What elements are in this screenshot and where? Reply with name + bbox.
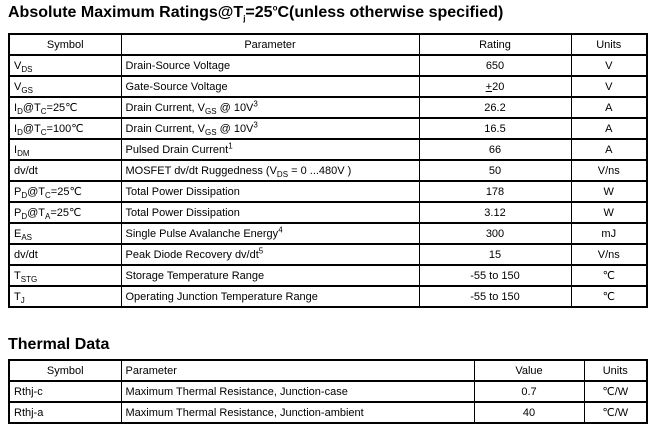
abs-max-parameter-cell: Operating Junction Temperature Range [120, 285, 420, 308]
thermal-row: Rthj-c Maximum Thermal Resistance, Junct… [8, 380, 648, 403]
abs-max-ratings-table: Symbol Parameter Rating Units VDS Drain-… [8, 33, 648, 308]
abs-max-parameter-cell: Peak Diode Recovery dv/dt5 [120, 243, 420, 266]
abs-max-header-parameter: Parameter [120, 33, 420, 56]
abs-max-header-symbol: Symbol [8, 33, 122, 56]
thermal-data-table: Symbol Parameter Value Units Rthj-c Maxi… [8, 359, 648, 424]
abs-max-symbol-cell: IDM [8, 138, 122, 161]
abs-max-units-cell: A [570, 96, 648, 119]
abs-max-ratings-title: Absolute Maximum Ratings@Tj=25oC(unless … [8, 3, 504, 24]
thermal-header-parameter: Parameter [120, 359, 475, 382]
abs-max-units-cell: W [570, 180, 648, 203]
abs-max-rating-cell: 3.12 [418, 201, 572, 224]
thermal-units-cell: ℃/W [583, 401, 648, 424]
abs-max-rating-cell: -55 to 150 [418, 285, 572, 308]
abs-max-row: PD@TC=25℃ Total Power Dissipation 178 W [8, 180, 648, 203]
abs-max-row: VGS Gate-Source Voltage +20 V [8, 75, 648, 98]
abs-max-row: EAS Single Pulse Avalanche Energy4 300 m… [8, 222, 648, 245]
abs-max-parameter-cell: Gate-Source Voltage [120, 75, 420, 98]
abs-max-parameter-cell: Drain-Source Voltage [120, 54, 420, 77]
thermal-header-value: Value [473, 359, 585, 382]
abs-max-parameter-cell: Single Pulse Avalanche Energy4 [120, 222, 420, 245]
abs-max-rating-cell: 300 [418, 222, 572, 245]
thermal-symbol-cell: Rthj-c [8, 380, 122, 403]
abs-max-row: dv/dt MOSFET dv/dt Ruggedness (VDS = 0 .… [8, 159, 648, 182]
abs-max-header-units: Units [570, 33, 648, 56]
abs-max-symbol-cell: VGS [8, 75, 122, 98]
abs-max-row: IDM Pulsed Drain Current1 66 A [8, 138, 648, 161]
abs-max-parameter-cell: Drain Current, VGS @ 10V3 [120, 117, 420, 140]
abs-max-header-rating: Rating [418, 33, 572, 56]
abs-max-parameter-cell: Pulsed Drain Current1 [120, 138, 420, 161]
abs-max-symbol-cell: TSTG [8, 264, 122, 287]
abs-max-parameter-cell: Drain Current, VGS @ 10V3 [120, 96, 420, 119]
thermal-symbol-cell: Rthj-a [8, 401, 122, 424]
abs-max-symbol-cell: VDS [8, 54, 122, 77]
abs-max-units-cell: A [570, 138, 648, 161]
abs-max-units-cell: V [570, 54, 648, 77]
abs-max-symbol-cell: PD@TC=25℃ [8, 180, 122, 203]
abs-max-row: PD@TA=25℃ Total Power Dissipation 3.12 W [8, 201, 648, 224]
abs-max-symbol-cell: TJ [8, 285, 122, 308]
abs-max-units-cell: ℃ [570, 264, 648, 287]
abs-max-units-cell: A [570, 117, 648, 140]
abs-max-row: TSTG Storage Temperature Range -55 to 15… [8, 264, 648, 287]
thermal-value-cell: 0.7 [473, 380, 585, 403]
thermal-data-title: Thermal Data [8, 336, 110, 353]
abs-max-row: dv/dt Peak Diode Recovery dv/dt5 15 V/ns [8, 243, 648, 266]
abs-max-symbol-cell: dv/dt [8, 159, 122, 182]
abs-max-parameter-cell: Storage Temperature Range [120, 264, 420, 287]
abs-max-symbol-cell: ID@TC=100℃ [8, 117, 122, 140]
thermal-header-symbol: Symbol [8, 359, 122, 382]
abs-max-rating-cell: 16.5 [418, 117, 572, 140]
thermal-parameter-cell: Maximum Thermal Resistance, Junction-cas… [120, 380, 475, 403]
abs-max-units-cell: V/ns [570, 159, 648, 182]
abs-max-rating-cell: 50 [418, 159, 572, 182]
thermal-value-cell: 40 [473, 401, 585, 424]
abs-max-rating-cell: 178 [418, 180, 572, 203]
abs-max-rating-cell: -55 to 150 [418, 264, 572, 287]
abs-max-parameter-cell: Total Power Dissipation [120, 201, 420, 224]
abs-max-rating-cell: 26.2 [418, 96, 572, 119]
abs-max-units-cell: ℃ [570, 285, 648, 308]
thermal-header-row: Symbol Parameter Value Units [8, 359, 648, 382]
thermal-units-cell: ℃/W [583, 380, 648, 403]
thermal-row: Rthj-a Maximum Thermal Resistance, Junct… [8, 401, 648, 424]
abs-max-rating-cell: 66 [418, 138, 572, 161]
abs-max-row: ID@TC=25℃ Drain Current, VGS @ 10V3 26.2… [8, 96, 648, 119]
abs-max-units-cell: W [570, 201, 648, 224]
abs-max-row: ID@TC=100℃ Drain Current, VGS @ 10V3 16.… [8, 117, 648, 140]
abs-max-symbol-cell: dv/dt [8, 243, 122, 266]
abs-max-row: VDS Drain-Source Voltage 650 V [8, 54, 648, 77]
abs-max-parameter-cell: MOSFET dv/dt Ruggedness (VDS = 0 ...480V… [120, 159, 420, 182]
abs-max-symbol-cell: EAS [8, 222, 122, 245]
thermal-header-units: Units [583, 359, 648, 382]
abs-max-symbol-cell: PD@TA=25℃ [8, 201, 122, 224]
abs-max-rating-cell: 15 [418, 243, 572, 266]
abs-max-header-row: Symbol Parameter Rating Units [8, 33, 648, 56]
abs-max-units-cell: mJ [570, 222, 648, 245]
abs-max-symbol-cell: ID@TC=25℃ [8, 96, 122, 119]
abs-max-parameter-cell: Total Power Dissipation [120, 180, 420, 203]
abs-max-rating-cell: 650 [418, 54, 572, 77]
thermal-parameter-cell: Maximum Thermal Resistance, Junction-amb… [120, 401, 475, 424]
abs-max-rating-cell: +20 [418, 75, 572, 98]
abs-max-units-cell: V/ns [570, 243, 648, 266]
abs-max-row: TJ Operating Junction Temperature Range … [8, 285, 648, 308]
abs-max-units-cell: V [570, 75, 648, 98]
